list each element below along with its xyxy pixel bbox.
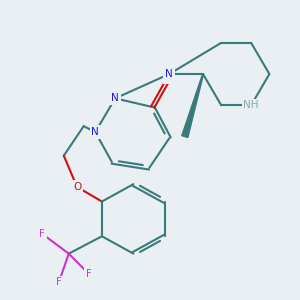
- Text: N: N: [111, 93, 119, 103]
- Polygon shape: [182, 74, 203, 137]
- Text: F: F: [56, 278, 62, 287]
- Text: F: F: [39, 229, 45, 239]
- Text: O: O: [165, 73, 173, 82]
- Text: O: O: [73, 182, 81, 192]
- Text: N: N: [165, 69, 173, 79]
- Text: NH: NH: [243, 100, 259, 110]
- Text: F: F: [86, 269, 92, 279]
- Text: N: N: [92, 127, 99, 137]
